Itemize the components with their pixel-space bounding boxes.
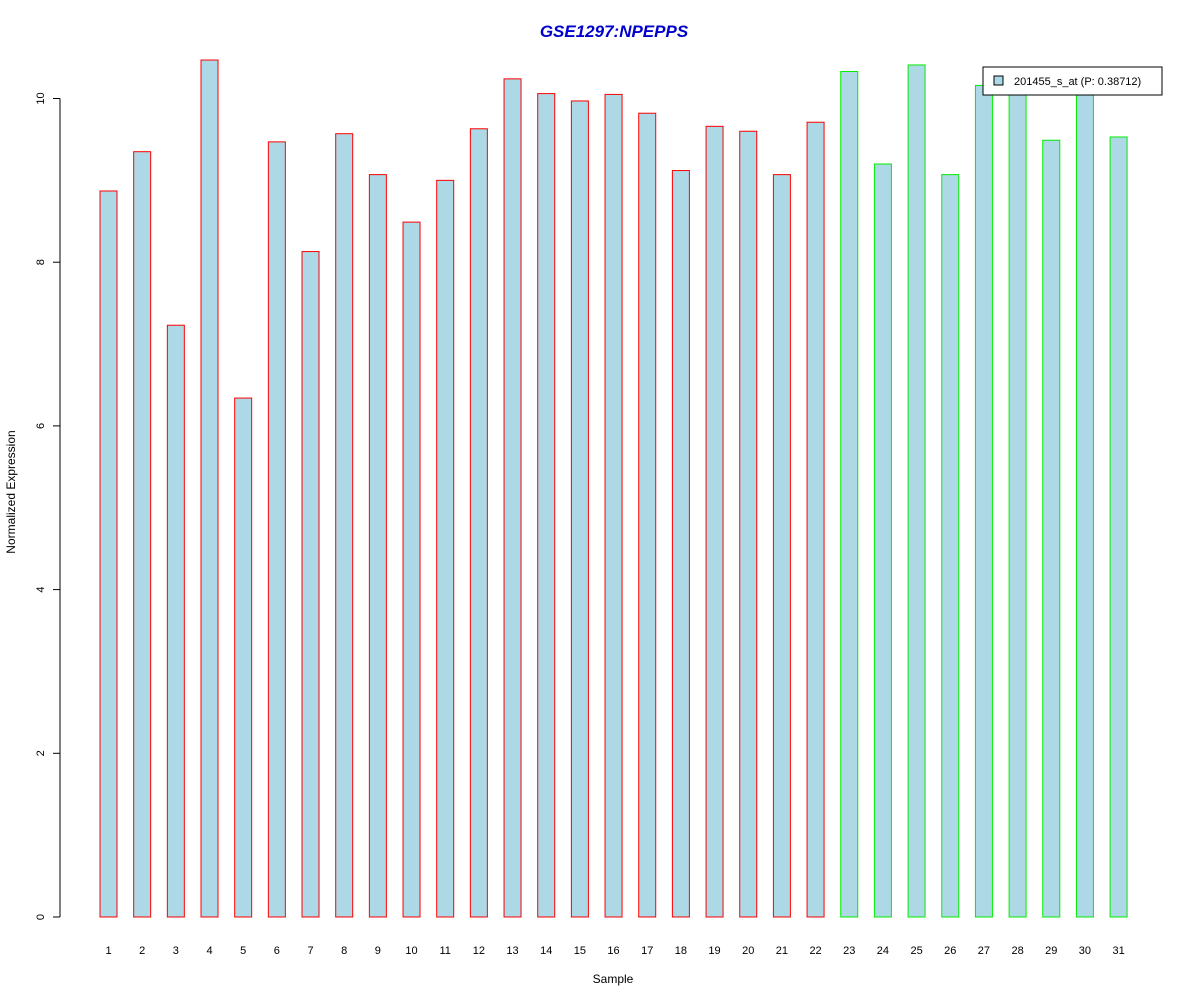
bar-sample-17 [638,112,657,918]
bar-sample-20 [739,130,758,918]
y-tick-label: 0 [35,914,47,920]
x-tick-label: 20 [742,945,754,957]
x-tick-label: 26 [944,945,956,957]
legend: 201455_s_at (P: 0.38712) [982,66,1163,96]
x-tick-label: 31 [1112,945,1124,957]
x-tick-label: 11 [439,945,450,957]
x-tick-label: 13 [506,945,518,957]
x-tick-label: 2 [139,945,145,957]
x-tick-label: 6 [274,945,280,957]
bar-sample-31 [1109,136,1128,918]
x-tick-label: 18 [675,945,687,957]
x-tick-label: 29 [1045,945,1057,957]
bar-sample-26 [941,174,960,918]
x-tick-label: 30 [1079,945,1091,957]
x-tick-label: 8 [341,945,347,957]
x-tick-label: 25 [910,945,922,957]
bar-sample-4 [200,59,219,918]
bar-sample-6 [267,141,286,918]
x-tick-label: 16 [607,945,619,957]
x-tick-label: 15 [574,945,586,957]
bar-sample-24 [873,163,892,918]
y-axis: 0 2 4 6 8 10 [35,92,61,920]
x-tick-label: 24 [877,945,889,957]
bar-sample-27 [974,84,993,918]
bar-sample-29 [1042,139,1061,918]
bar-sample-2 [133,151,152,918]
y-tick-label: 8 [35,259,47,265]
x-tick-label: 21 [776,945,788,957]
bar-sample-12 [469,128,488,918]
x-tick-label: 28 [1011,945,1023,957]
x-tick-label: 3 [173,945,179,957]
bar-sample-3 [166,324,185,918]
y-axis-title: Normalized Expression [4,430,18,553]
x-tick-label: 23 [843,945,855,957]
bar-sample-16 [604,93,623,918]
x-tick-label: 4 [206,945,212,957]
x-tick-labels: 1 2 3 4 5 6 7 8 9 10 11 12 13 14 15 16 17 18 19 20 21 22 23 24 2… [105,945,1124,957]
legend-swatch [993,75,1004,86]
x-tick-label: 27 [978,945,990,957]
y-tick-label: 4 [35,587,47,593]
bar-sample-19 [705,125,724,918]
bar-sample-11 [436,179,455,918]
y-tick-label: 2 [35,750,47,756]
y-tick-label: 10 [35,92,47,104]
x-tick-label: 9 [375,945,381,957]
x-tick-label: 5 [240,945,246,957]
bar-sample-18 [671,170,690,918]
x-tick-label: 17 [641,945,653,957]
bar-sample-1 [99,190,118,918]
bar-sample-30 [1075,93,1094,918]
bar-sample-5 [234,397,253,918]
bar-sample-9 [368,174,387,918]
bar-sample-7 [301,251,320,918]
x-tick-label: 7 [307,945,313,957]
x-tick-label: 22 [809,945,821,957]
chart-title: GSE1297:NPEPPS [540,22,689,41]
y-tick-label: 6 [35,423,47,429]
bar-sample-25 [907,64,926,918]
legend-box [982,66,1163,96]
bar-sample-23 [840,70,859,918]
legend-label: 201455_s_at (P: 0.38712) [1014,76,1141,88]
x-tick-label: 12 [473,945,485,957]
bar-sample-13 [503,78,522,918]
bar-sample-10 [402,221,421,918]
x-tick-label: 19 [708,945,720,957]
x-tick-label: 1 [105,945,111,957]
x-tick-label: 14 [540,945,552,957]
bar-sample-21 [772,174,791,918]
x-axis-title: Sample [593,972,634,986]
bar-sample-8 [335,133,354,918]
bar-sample-22 [806,121,825,918]
bar-sample-15 [570,100,589,918]
bar-sample-14 [537,93,556,918]
bars-group [99,59,1128,918]
bar-sample-28 [1008,93,1027,918]
x-tick-label: 10 [405,945,417,957]
